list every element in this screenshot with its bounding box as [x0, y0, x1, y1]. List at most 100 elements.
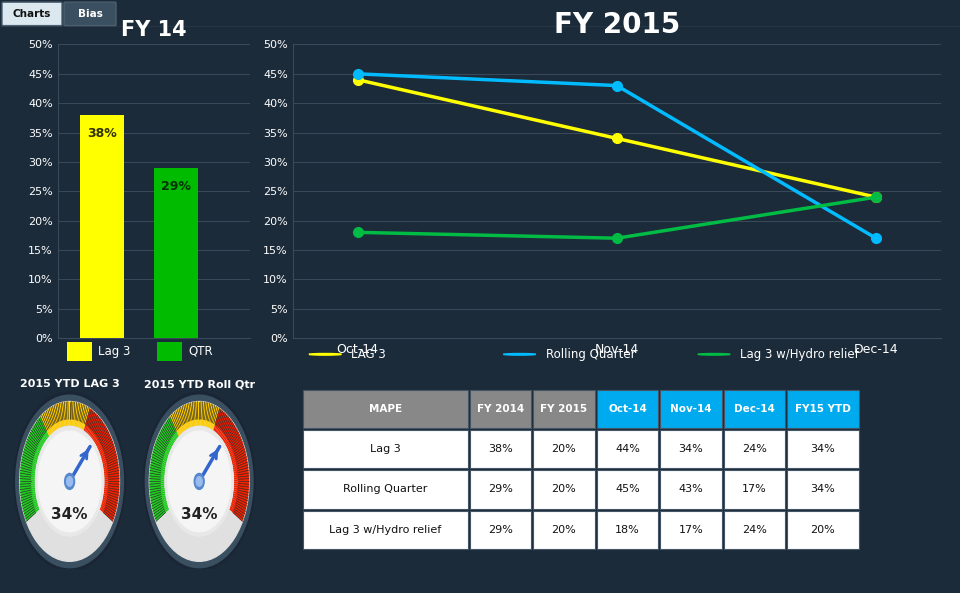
Wedge shape — [101, 504, 115, 517]
Wedge shape — [32, 428, 43, 445]
Text: Lag 3: Lag 3 — [370, 444, 400, 454]
Wedge shape — [218, 414, 228, 435]
Bar — [787, 390, 858, 428]
Circle shape — [309, 353, 342, 355]
Wedge shape — [104, 465, 119, 471]
Wedge shape — [20, 485, 35, 490]
Text: 34%: 34% — [180, 508, 218, 522]
Bar — [660, 430, 722, 468]
Text: 34%: 34% — [51, 508, 88, 522]
Circle shape — [145, 395, 253, 568]
Wedge shape — [105, 473, 119, 477]
Text: 20%: 20% — [552, 444, 576, 454]
Wedge shape — [86, 411, 94, 433]
Text: FY 2015: FY 2015 — [540, 404, 588, 414]
Bar — [533, 470, 595, 509]
Wedge shape — [82, 406, 88, 429]
Wedge shape — [234, 483, 249, 487]
Wedge shape — [104, 491, 119, 498]
Circle shape — [698, 353, 731, 355]
Text: 2015 YTD LAG 3: 2015 YTD LAG 3 — [20, 379, 119, 389]
Wedge shape — [173, 412, 181, 434]
Wedge shape — [20, 483, 35, 487]
Text: 34%: 34% — [810, 484, 835, 495]
Wedge shape — [233, 462, 248, 470]
Wedge shape — [104, 462, 118, 470]
Wedge shape — [163, 424, 175, 442]
Wedge shape — [224, 424, 235, 442]
Wedge shape — [189, 403, 193, 427]
Wedge shape — [232, 497, 247, 506]
FancyBboxPatch shape — [64, 2, 116, 25]
Wedge shape — [160, 430, 173, 447]
Wedge shape — [102, 502, 116, 514]
Text: QTR: QTR — [188, 345, 213, 358]
Wedge shape — [20, 482, 35, 484]
Wedge shape — [152, 499, 166, 509]
Wedge shape — [20, 487, 36, 493]
Wedge shape — [43, 412, 52, 434]
Bar — [302, 390, 468, 428]
Text: 38%: 38% — [87, 127, 117, 140]
Bar — [787, 470, 858, 509]
Wedge shape — [37, 419, 48, 439]
Text: 44%: 44% — [615, 444, 640, 454]
Text: 29%: 29% — [161, 180, 191, 193]
Text: 29%: 29% — [488, 484, 513, 495]
Bar — [302, 430, 468, 468]
Wedge shape — [230, 447, 245, 458]
Wedge shape — [78, 404, 84, 428]
Wedge shape — [200, 401, 201, 426]
Lag 3 w/Hydro relief — [351, 229, 363, 236]
Wedge shape — [100, 508, 113, 521]
Wedge shape — [179, 407, 186, 431]
Wedge shape — [196, 401, 198, 426]
Wedge shape — [105, 482, 119, 484]
Wedge shape — [24, 504, 38, 517]
Rolling Quarter — [351, 71, 363, 78]
Wedge shape — [103, 495, 118, 503]
LAG 3 — [611, 135, 622, 142]
Wedge shape — [153, 500, 167, 511]
Circle shape — [20, 401, 119, 562]
Wedge shape — [209, 404, 215, 428]
Rolling Quarter — [870, 235, 881, 242]
Wedge shape — [73, 402, 77, 426]
Text: Lag 3 w/Hydro relief: Lag 3 w/Hydro relief — [740, 348, 858, 361]
Bar — [724, 470, 785, 509]
Bar — [597, 470, 659, 509]
Wedge shape — [152, 497, 166, 506]
Bar — [302, 511, 468, 549]
Text: 24%: 24% — [742, 444, 767, 454]
Text: FY 2014: FY 2014 — [477, 404, 524, 414]
Wedge shape — [103, 497, 117, 506]
Line: Rolling Quarter: Rolling Quarter — [352, 69, 881, 243]
Wedge shape — [232, 499, 247, 509]
Wedge shape — [234, 482, 249, 484]
Wedge shape — [36, 420, 47, 440]
Wedge shape — [150, 465, 165, 471]
Wedge shape — [60, 402, 64, 426]
Wedge shape — [49, 407, 57, 431]
Wedge shape — [153, 451, 167, 463]
Wedge shape — [20, 476, 35, 480]
Bar — [597, 511, 659, 549]
Wedge shape — [170, 415, 180, 436]
Wedge shape — [91, 419, 102, 439]
Wedge shape — [232, 454, 247, 464]
Wedge shape — [23, 449, 37, 461]
Wedge shape — [217, 412, 226, 434]
Wedge shape — [231, 451, 246, 463]
Wedge shape — [210, 406, 216, 429]
Wedge shape — [51, 406, 58, 429]
Bar — [724, 430, 785, 468]
Text: 43%: 43% — [679, 484, 704, 495]
Wedge shape — [102, 449, 116, 461]
Bar — [154, 168, 198, 338]
Circle shape — [15, 395, 124, 568]
Wedge shape — [233, 491, 249, 498]
Text: 34%: 34% — [810, 444, 835, 454]
Wedge shape — [187, 403, 192, 427]
Wedge shape — [84, 409, 91, 431]
Wedge shape — [21, 495, 36, 503]
